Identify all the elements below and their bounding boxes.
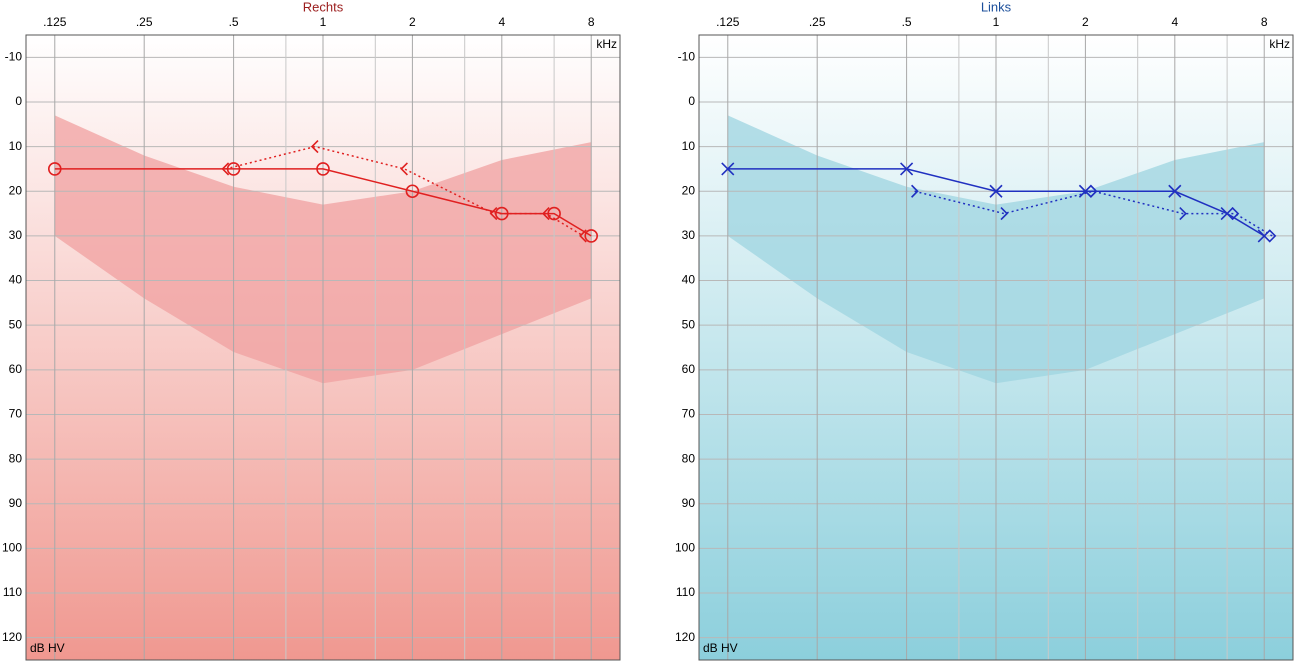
y-unit: dB HV (703, 641, 738, 655)
y-tick-label: 30 (682, 228, 696, 242)
bone-marker (1000, 207, 1009, 221)
x-tick-label: 2 (409, 15, 416, 29)
air-marker (1168, 184, 1182, 198)
air-marker (47, 162, 62, 176)
audiogram-line (54, 168, 592, 237)
bone-marker (489, 207, 498, 221)
y-tick-label: 60 (9, 362, 23, 376)
x-tick-label: .25 (809, 15, 826, 29)
y-tick-label: 110 (676, 585, 695, 599)
y-tick-label: 50 (9, 317, 23, 331)
air-marker (989, 184, 1003, 198)
x-tick-label: 8 (1261, 15, 1268, 29)
y-tick-label: 90 (682, 496, 696, 510)
y-tick-label: 10 (682, 139, 696, 153)
y-tick-label: 0 (15, 94, 22, 108)
x-tick-label: .125 (716, 15, 740, 29)
air-marker (316, 162, 330, 176)
air-marker (584, 229, 599, 243)
y-tick-label: 40 (9, 273, 23, 287)
bone-marker (911, 184, 919, 198)
bone-marker (541, 207, 550, 221)
bone-marker (310, 140, 319, 154)
x-tick-label: .5 (902, 15, 912, 29)
y-tick-label: 90 (9, 496, 23, 510)
y-tick-label: 20 (682, 183, 696, 197)
y-tick-label: 10 (9, 139, 23, 153)
bone-marker (221, 162, 230, 176)
audiogram-line (225, 145, 584, 237)
y-tick-label: -10 (678, 49, 696, 63)
x-tick-label: .125 (43, 15, 67, 29)
y-tick-label: 120 (675, 630, 695, 644)
bone-marker (400, 162, 408, 176)
chart-title: Links (981, 0, 1012, 14)
y-tick-label: 50 (682, 317, 696, 331)
y-tick-label: 100 (675, 541, 695, 555)
y-tick-label: 110 (3, 585, 22, 599)
y-tick-label: 100 (2, 541, 22, 555)
x-tick-label: 8 (588, 15, 595, 29)
y-tick-label: 70 (9, 407, 23, 421)
y-unit: dB HV (30, 641, 65, 655)
x-unit: kHz (596, 37, 617, 51)
x-tick-label: .5 (229, 15, 239, 29)
bone-marker (1179, 207, 1187, 221)
x-tick-label: 1 (320, 15, 327, 29)
y-tick-label: 30 (9, 228, 23, 242)
air-marker (900, 162, 914, 176)
audiogram-line (914, 190, 1273, 237)
x-tick-label: 4 (498, 15, 505, 29)
air-marker (405, 184, 420, 199)
air-marker (1078, 184, 1092, 198)
air-marker (1257, 229, 1271, 243)
bone-marker (1089, 184, 1098, 198)
air-marker (547, 206, 561, 221)
x-tick-label: .25 (136, 15, 153, 29)
chart-title: Rechts (303, 0, 344, 14)
plot-border (25, 34, 621, 661)
y-tick-label: 60 (682, 362, 696, 376)
y-tick-label: 20 (9, 183, 23, 197)
y-tick-label: 120 (2, 630, 22, 644)
bone-marker (1231, 207, 1240, 221)
y-tick-label: 80 (9, 451, 23, 465)
y-tick-label: 40 (682, 273, 696, 287)
x-tick-label: 1 (993, 15, 1000, 29)
x-tick-label: 2 (1082, 15, 1089, 29)
y-tick-label: 0 (688, 94, 695, 108)
air-marker (721, 162, 735, 176)
y-tick-label: 80 (682, 451, 696, 465)
bone-marker (1268, 229, 1277, 243)
bone-marker (579, 229, 587, 243)
x-tick-label: 4 (1171, 15, 1178, 29)
y-tick-label: 70 (682, 407, 696, 421)
x-unit: kHz (1269, 37, 1290, 51)
plot-border (698, 34, 1294, 661)
y-tick-label: -10 (5, 49, 23, 63)
